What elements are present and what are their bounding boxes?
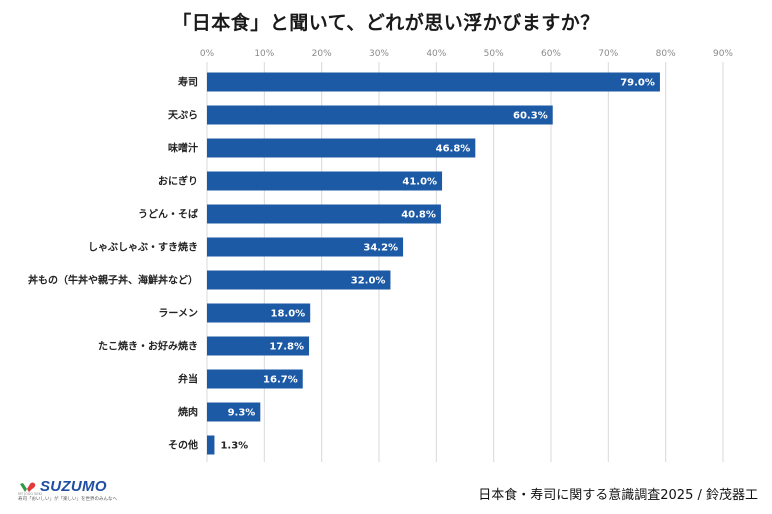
chart-title: 「日本食」と聞いて、どれが思い浮かびますか？ [172, 12, 600, 34]
category-label: 丼もの（牛丼や親子丼、海鮮丼など） [28, 274, 198, 287]
bar [207, 303, 311, 323]
category-label: おにぎり [158, 175, 198, 188]
category-label: 天ぷら [168, 110, 198, 122]
bar [207, 138, 476, 158]
bar [207, 336, 310, 356]
category-label: 焼肉 [178, 406, 198, 419]
data-label: 9.3% [228, 408, 256, 419]
logo-small-text: MT JOSO SEKI [18, 492, 42, 496]
data-label: 41.0% [402, 177, 437, 188]
category-label: その他 [168, 439, 198, 452]
data-label: 16.7% [263, 375, 298, 386]
data-label: 18.0% [270, 309, 305, 320]
category-label: 寿司 [178, 76, 198, 89]
data-label: 32.0% [351, 276, 386, 287]
data-label: 79.0% [620, 78, 655, 89]
bar [207, 435, 215, 455]
x-tick-label: 10% [254, 49, 274, 59]
data-label: 46.8% [436, 144, 471, 155]
x-tick-label: 30% [369, 49, 389, 59]
bar-chart: 0% 10% 20% 30% 40% 50% 60% 70% 80% 90% 寿司 79.0% 天ぷら 6… [28, 49, 733, 462]
category-label: 味噌汁 [168, 142, 198, 155]
logo-mark-icon [20, 482, 36, 492]
bar [207, 72, 660, 92]
x-tick-label: 70% [598, 49, 618, 59]
x-tick-label: 20% [312, 49, 332, 59]
category-label: たこ焼き・お好み焼き [98, 340, 198, 353]
logo-tagline: 寿司「おいしい」が「楽しい」を世界のみんなへ [18, 497, 117, 502]
bar [207, 369, 303, 389]
logo-name: SUZUMO [40, 478, 107, 495]
bar [207, 270, 391, 290]
x-tick-label: 90% [713, 49, 733, 59]
x-tick-label: 50% [484, 49, 504, 59]
bar [207, 171, 443, 191]
category-label: 弁当 [178, 373, 198, 386]
bar [207, 204, 441, 224]
x-tick-label: 0% [200, 49, 215, 59]
data-label: 60.3% [513, 111, 548, 122]
x-tick-label: 40% [426, 49, 446, 59]
category-label: ラーメン [158, 308, 198, 320]
data-label: 1.3% [220, 441, 248, 452]
suzumo-logo: SUZUMO MT JOSO SEKI 寿司「おいしい」が「楽しい」を世界のみん… [16, 477, 146, 505]
bar [207, 402, 261, 422]
x-tick-label: 60% [541, 49, 561, 59]
source-note: 日本食・寿司に関する意識調査2025 / 鈴茂器工 [478, 488, 758, 503]
bar [207, 237, 404, 257]
data-label: 17.8% [269, 342, 304, 353]
data-label: 34.2% [363, 243, 398, 254]
category-label: しゃぶしゃぶ・すき焼き [88, 241, 198, 254]
x-tick-label: 80% [656, 49, 676, 59]
data-label: 40.8% [401, 210, 436, 221]
category-label: うどん・そば [138, 208, 198, 221]
bar [207, 105, 553, 125]
